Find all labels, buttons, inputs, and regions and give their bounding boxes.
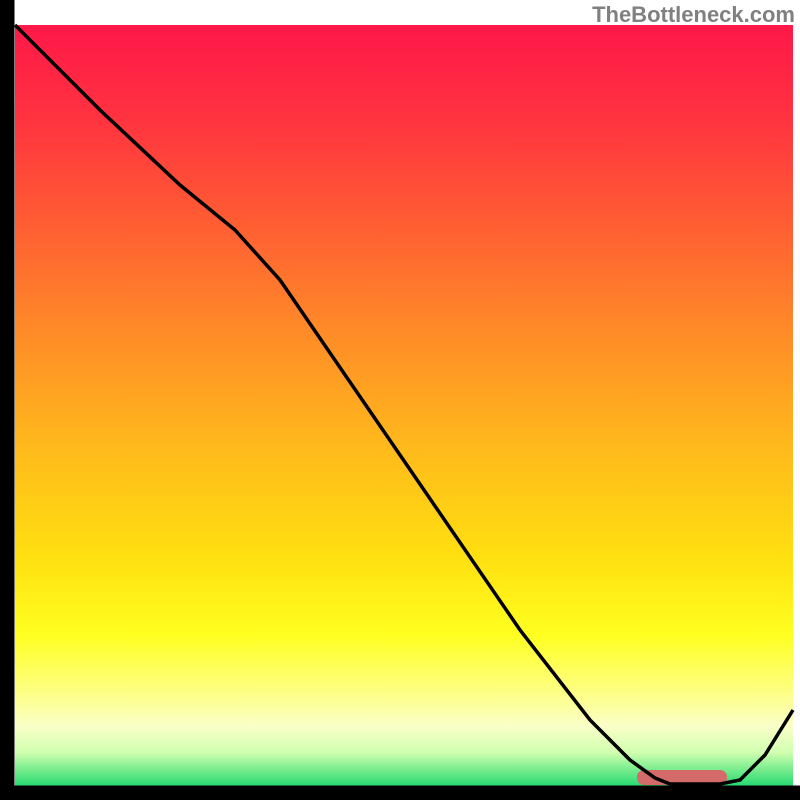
watermark-text: TheBottleneck.com: [592, 2, 795, 28]
chart-svg: [0, 0, 800, 800]
bottleneck-chart: TheBottleneck.com: [0, 0, 800, 800]
